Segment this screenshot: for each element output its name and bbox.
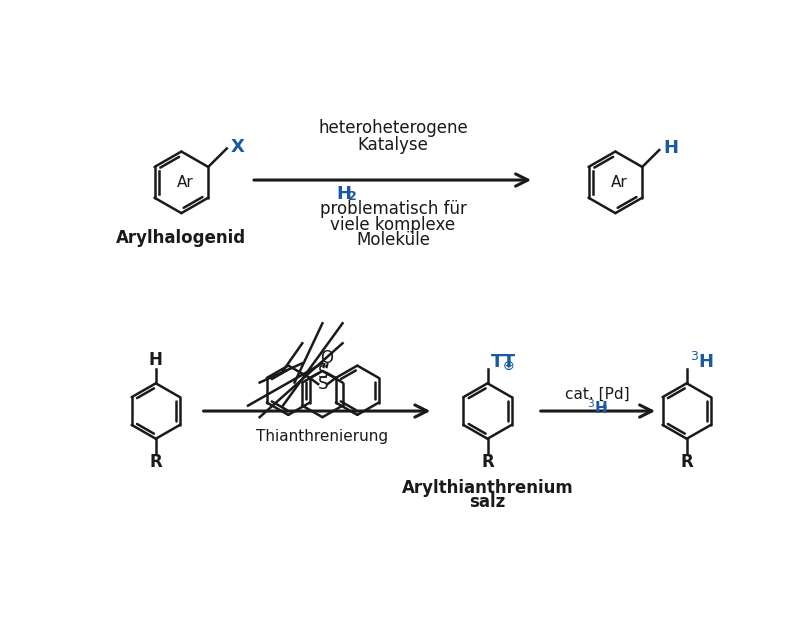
Text: R: R [481, 453, 494, 471]
Text: cat. [Pd]: cat. [Pd] [566, 387, 630, 401]
Text: S: S [318, 375, 328, 393]
Text: Thianthrenierung: Thianthrenierung [256, 429, 389, 444]
Text: ⊕: ⊕ [502, 359, 514, 373]
Text: $^3$H: $^3$H [690, 352, 714, 372]
Text: Arylthianthrenium: Arylthianthrenium [402, 479, 574, 497]
Text: $_2$: $_2$ [602, 402, 608, 415]
Text: Ar: Ar [177, 175, 194, 190]
Text: R: R [150, 453, 162, 471]
Text: Ar: Ar [610, 175, 627, 190]
Text: S: S [318, 365, 328, 382]
Text: Katalyse: Katalyse [358, 136, 428, 155]
Text: salz: salz [470, 493, 506, 511]
Text: H: H [663, 139, 678, 157]
Text: heteroheterogene: heteroheterogene [318, 119, 468, 138]
Text: 2: 2 [348, 190, 357, 203]
Text: O: O [320, 349, 333, 367]
Text: Moleküle: Moleküle [356, 231, 430, 249]
Text: viele komplexe: viele komplexe [330, 216, 455, 234]
Text: X: X [230, 138, 245, 156]
Text: R: R [680, 453, 693, 471]
Text: $^3$H: $^3$H [587, 398, 608, 417]
Text: TT: TT [490, 353, 516, 371]
Text: Arylhalogenid: Arylhalogenid [116, 229, 246, 247]
Text: H: H [149, 351, 162, 369]
Text: problematisch für: problematisch für [319, 200, 466, 218]
Text: H: H [336, 185, 351, 203]
